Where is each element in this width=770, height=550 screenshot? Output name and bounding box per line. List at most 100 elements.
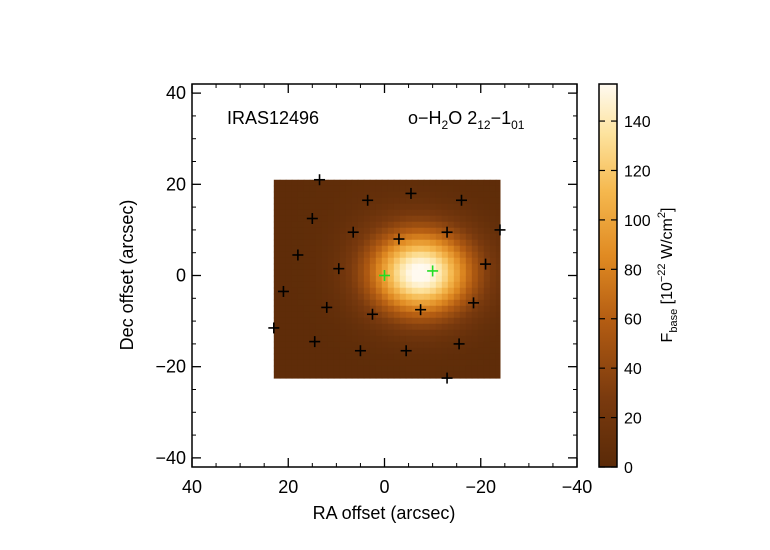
heatmap-pixel [351,251,359,259]
heatmap-pixel [273,353,281,361]
heatmap-pixel [423,323,431,331]
heatmap-pixel [435,311,443,319]
spaxel-marker [480,258,492,270]
heatmap-pixel [327,185,335,193]
heatmap-pixel [471,263,479,271]
heatmap-pixel [369,281,377,289]
heatmap-pixel [417,281,425,289]
heatmap-pixel [345,365,353,373]
heatmap-pixel [291,353,299,361]
heatmap-pixel [309,227,317,235]
heatmap-pixel [387,191,395,199]
heatmap-pixel [447,359,455,367]
heatmap-pixel [279,377,287,379]
heatmap-pixel [345,179,353,187]
heatmap-pixel [315,191,323,199]
heatmap-pixel [375,203,383,211]
heatmap-pixel [453,185,461,193]
heatmap-pixel [453,365,461,373]
heatmap-pixel [273,239,281,247]
heatmap-pixel [297,257,305,265]
heatmap-pixel [297,305,305,313]
heatmap-pixel [483,197,491,205]
heatmap-pixel [327,275,335,283]
heatmap-pixel [447,275,455,283]
heatmap-pixel [411,227,419,235]
heatmap-pixel [393,215,401,223]
heatmap-pixel [435,299,443,307]
heatmap-pixel [423,293,431,301]
heatmap-pixel [297,233,305,241]
heatmap-pixel [441,209,449,217]
heatmap-pixel [459,377,467,379]
heatmap-pixel [369,209,377,217]
heatmap-pixel [465,209,473,217]
heatmap-pixel [363,371,371,379]
heatmap-pixel [309,233,317,241]
heatmap-pixel [441,341,449,349]
heatmap-pixel [303,305,311,313]
heatmap-pixel [405,233,413,241]
spaxel-marker [354,345,366,357]
heatmap-pixel [279,317,287,325]
heatmap-pixel [477,215,485,223]
heatmap-pixel [411,335,419,343]
heatmap-pixel [333,275,341,283]
heatmap-pixel [459,365,467,373]
heatmap-pixel [297,263,305,271]
heatmap-pixel [285,299,293,307]
heatmap-pixel [279,293,287,301]
heatmap-pixel [345,215,353,223]
heatmap-pixel [315,359,323,367]
highlighted-spaxel-marker [379,270,390,281]
heatmap-pixel [471,287,479,295]
heatmap-pixel [489,359,497,367]
heatmap-pixel [387,287,395,295]
heatmap-pixel [477,317,485,325]
heatmap-pixel [375,359,383,367]
heatmap-pixel [435,353,443,361]
heatmap-pixel [387,179,395,187]
heatmap-pixel [333,281,341,289]
heatmap-pixel [285,359,293,367]
heatmap-pixel [405,215,413,223]
heatmap-pixel [327,203,335,211]
heatmap-pixel [423,215,431,223]
heatmap-pixel [279,329,287,337]
heatmap-pixel [387,203,395,211]
heatmap-pixel [459,341,467,349]
heatmap-pixel [315,239,323,247]
heatmap-pixel [345,233,353,241]
heatmap-pixel [495,365,501,373]
heatmap-pixel [429,209,437,217]
heatmap-pixel [297,215,305,223]
heatmap-pixel [465,233,473,241]
heatmap-pixel [327,311,335,319]
heatmap-pixel [351,245,359,253]
heatmap-pixel [369,335,377,343]
heatmap-pixel [477,269,485,277]
heatmap-pixel [387,293,395,301]
heatmap-pixel [447,215,455,223]
heatmap-pixel [447,335,455,343]
heatmap-pixel [327,221,335,229]
heatmap-pixel [327,257,335,265]
heatmap-pixel [285,317,293,325]
heatmap-pixel [447,287,455,295]
heatmap-pixel [327,323,335,331]
spaxel-marker [453,338,465,350]
heatmap-pixel [387,353,395,361]
heatmap-pixel [489,377,497,379]
heatmap-pixel [393,203,401,211]
heatmap-pixel [309,185,317,193]
heatmap-pixel [441,305,449,313]
heatmap-pixel [327,239,335,247]
heatmap-pixel [489,311,497,319]
spaxel-marker [366,308,378,320]
heatmap-pixel [309,275,317,283]
heatmap-pixel [285,227,293,235]
heatmap-pixel [387,311,395,319]
heatmap-pixel [369,359,377,367]
heatmap-pixel [429,299,437,307]
heatmap-pixel [459,335,467,343]
